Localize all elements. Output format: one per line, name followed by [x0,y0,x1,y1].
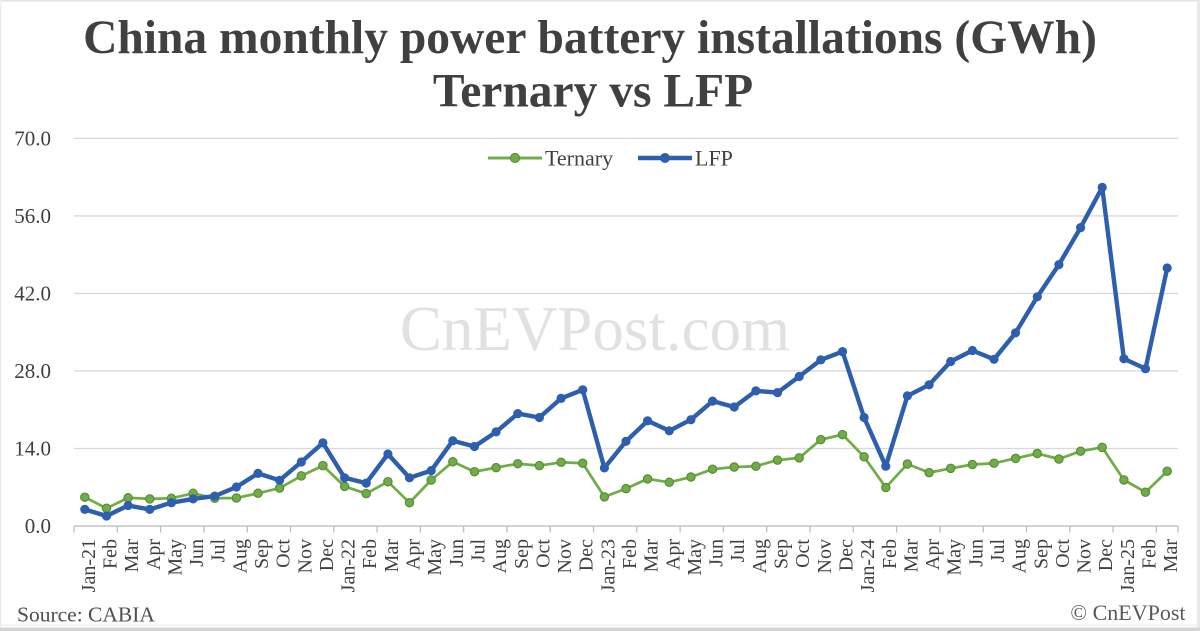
svg-text:0.0: 0.0 [25,514,51,538]
svg-text:Dec: Dec [316,539,338,571]
svg-text:Nov: Nov [554,539,576,573]
svg-text:Apr: Apr [922,539,944,570]
svg-text:14.0: 14.0 [14,437,51,461]
svg-text:Jul: Jul [987,539,1009,563]
svg-text:Jun: Jun [706,539,728,567]
svg-text:Feb: Feb [619,539,641,569]
svg-text:Feb: Feb [100,539,122,569]
svg-text:Oct: Oct [532,539,554,568]
svg-text:Dec: Dec [1095,539,1117,571]
svg-text:Apr: Apr [143,539,165,570]
svg-text:China monthly power battery in: China monthly power battery installation… [83,12,1097,64]
svg-text:Sep: Sep [771,539,793,569]
svg-text:Ternary: Ternary [545,146,613,171]
svg-text:Oct: Oct [273,539,295,568]
svg-text:Jan-21: Jan-21 [78,539,100,592]
svg-text:Feb: Feb [1139,539,1161,569]
svg-text:Jul: Jul [468,539,490,563]
svg-text:Dec: Dec [836,539,858,571]
svg-text:Jun: Jun [446,539,468,567]
svg-text:Jul: Jul [208,539,230,563]
svg-text:Aug: Aug [489,539,511,573]
svg-text:May: May [424,539,446,576]
svg-text:Source: CABIA: Source: CABIA [17,603,155,627]
svg-text:Jan-24: Jan-24 [857,539,879,592]
svg-text:Jun: Jun [965,539,987,567]
svg-text:Jun: Jun [186,539,208,567]
svg-text:Aug: Aug [749,539,771,573]
svg-text:Jan-22: Jan-22 [338,539,360,592]
svg-text:28.0: 28.0 [14,359,51,383]
svg-text:42.0: 42.0 [14,281,51,305]
svg-text:Aug: Aug [1009,539,1031,573]
svg-text:Ternary vs LFP: Ternary vs LFP [433,66,753,118]
svg-text:LFP: LFP [695,146,733,171]
svg-text:56.0: 56.0 [14,204,51,228]
svg-text:Nov: Nov [814,539,836,573]
svg-text:Oct: Oct [792,539,814,568]
svg-text:Aug: Aug [229,539,251,573]
svg-text:Sep: Sep [1030,539,1052,569]
svg-text:Mar: Mar [1160,539,1182,573]
svg-text:May: May [684,539,706,576]
svg-text:May: May [164,539,186,576]
svg-text:Nov: Nov [294,539,316,573]
svg-text:Jan-23: Jan-23 [597,539,619,592]
svg-text:May: May [944,539,966,576]
svg-text:Apr: Apr [662,539,684,570]
svg-text:Mar: Mar [121,539,143,573]
svg-text:Mar: Mar [381,539,403,573]
svg-text:Jan-25: Jan-25 [1117,539,1139,592]
svg-text:Sep: Sep [251,539,273,569]
svg-text:Jul: Jul [727,539,749,563]
svg-text:Oct: Oct [1052,539,1074,568]
svg-text:Dec: Dec [576,539,598,571]
svg-text:Apr: Apr [403,539,425,570]
svg-text:Mar: Mar [900,539,922,573]
svg-text:Feb: Feb [879,539,901,569]
svg-text:Feb: Feb [359,539,381,569]
svg-text:Mar: Mar [641,539,663,573]
svg-text:70.0: 70.0 [14,126,51,150]
svg-text:CnEVPost.com: CnEVPost.com [400,294,790,364]
svg-text:© CnEVPost: © CnEVPost [1070,600,1185,625]
svg-text:Sep: Sep [511,539,533,569]
svg-text:Nov: Nov [1074,539,1096,573]
